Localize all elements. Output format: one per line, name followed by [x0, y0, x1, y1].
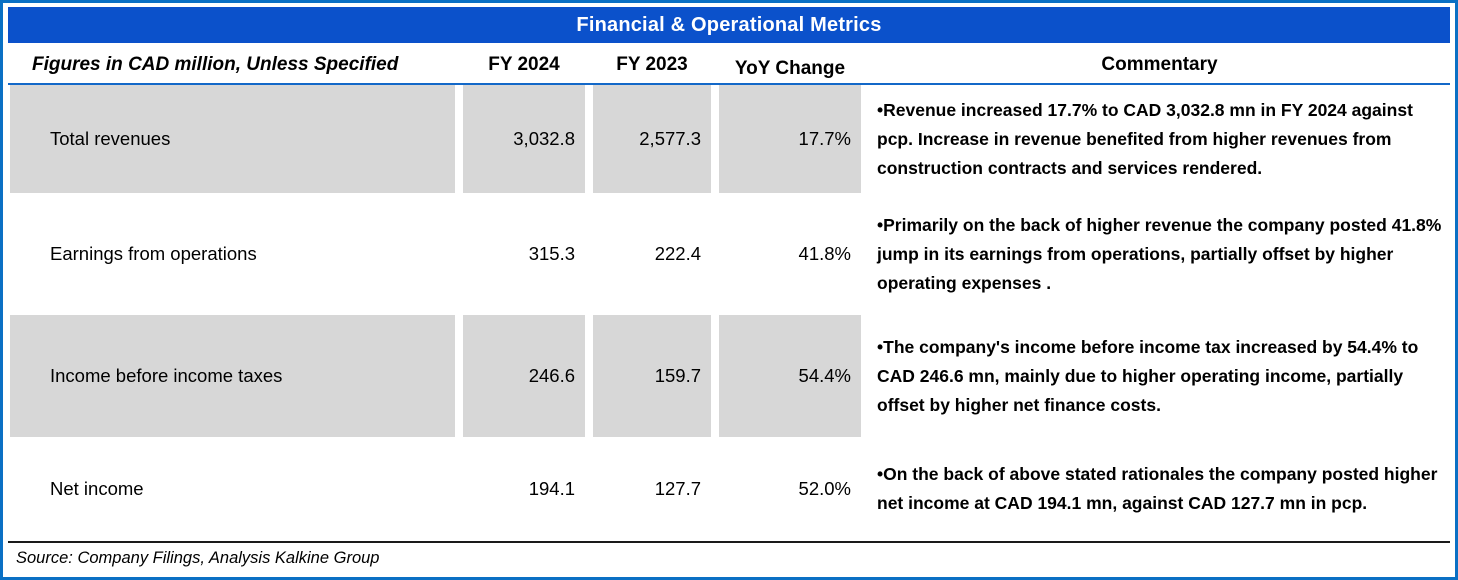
- fy2023-value: 222.4: [593, 193, 711, 315]
- row-label: Net income: [10, 437, 455, 541]
- fy2023-value: 127.7: [593, 437, 711, 541]
- column-header-figures: Figures in CAD million, Unless Specified: [32, 54, 399, 75]
- fy2023-value: 159.7: [593, 315, 711, 437]
- table-title: Financial & Operational Metrics: [8, 7, 1450, 43]
- fy2024-value: 194.1: [463, 437, 585, 541]
- commentary-text: •Revenue increased 17.7% to CAD 3,032.8 …: [869, 85, 1450, 193]
- column-header-fy2023: FY 2023: [616, 54, 688, 75]
- column-header-row: Figures in CAD million, Unless Specified…: [8, 43, 1450, 85]
- table-row-total-revenues: Total revenues 3,032.8 2,577.3 17.7% •Re…: [8, 85, 1450, 193]
- yoy-change-value: 52.0%: [719, 437, 861, 541]
- table-row-net-income: Net income 194.1 127.7 52.0% •On the bac…: [8, 437, 1450, 541]
- fy2024-value: 246.6: [463, 315, 585, 437]
- commentary-text: •The company's income before income tax …: [869, 315, 1450, 437]
- commentary-text: •On the back of above stated rationales …: [869, 437, 1450, 541]
- fy2023-value: 2,577.3: [593, 85, 711, 193]
- yoy-change-value: 41.8%: [719, 193, 861, 315]
- column-header-fy2024: FY 2024: [488, 54, 560, 75]
- row-label: Total revenues: [10, 85, 455, 193]
- yoy-change-value: 54.4%: [719, 315, 861, 437]
- source-divider-rule: [8, 541, 1450, 543]
- row-label: Earnings from operations: [10, 193, 455, 315]
- fy2024-value: 3,032.8: [463, 85, 585, 193]
- row-label: Income before income taxes: [10, 315, 455, 437]
- source-attribution: Source: Company Filings, Analysis Kalkin…: [16, 549, 380, 567]
- column-header-commentary: Commentary: [1101, 54, 1218, 75]
- fy2024-value: 315.3: [463, 193, 585, 315]
- commentary-text: •Primarily on the back of higher revenue…: [869, 193, 1450, 315]
- yoy-change-value: 17.7%: [719, 85, 861, 193]
- column-header-yoy-change: YoY Change: [734, 58, 846, 79]
- table-row-earnings-from-operations: Earnings from operations 315.3 222.4 41.…: [8, 193, 1450, 315]
- table-row-income-before-income-taxes: Income before income taxes 246.6 159.7 5…: [8, 315, 1450, 437]
